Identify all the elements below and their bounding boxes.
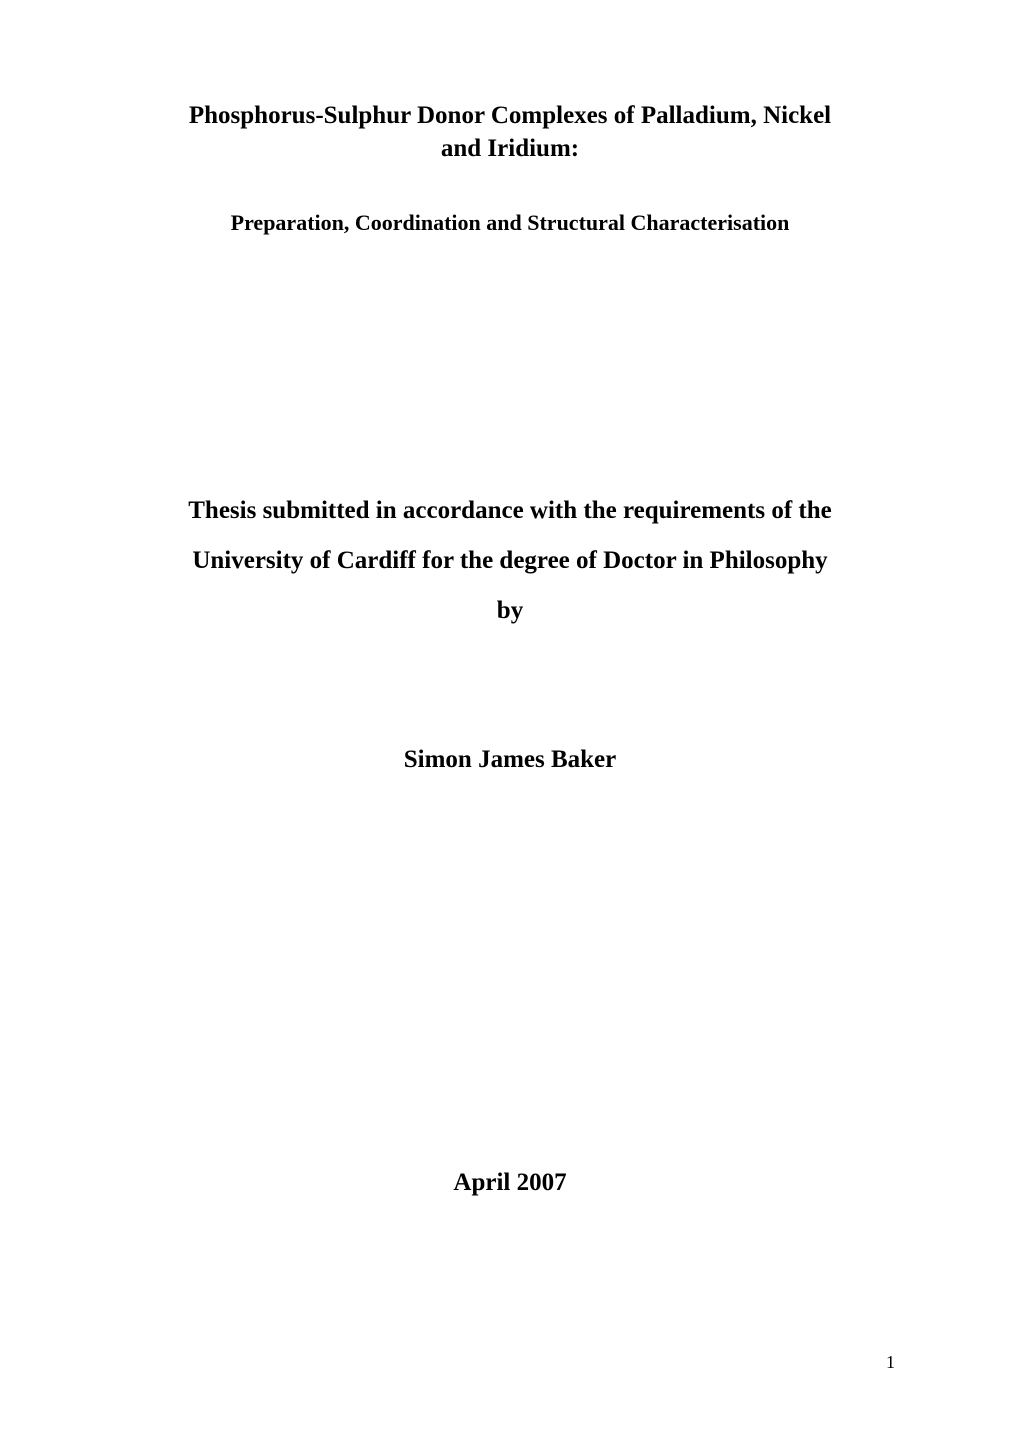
thesis-title-block: Phosphorus-Sulphur Donor Complexes of Pa…: [130, 100, 890, 165]
thesis-statement-block: Thesis submitted in accordance with the …: [130, 486, 890, 636]
date-block: April 2007: [130, 1169, 890, 1197]
thesis-statement-line-1: Thesis submitted in accordance with the …: [130, 486, 890, 536]
thesis-title-line-2: and Iridium:: [130, 133, 890, 166]
submission-date: April 2007: [130, 1169, 890, 1197]
thesis-subtitle: Preparation, Coordination and Structural…: [130, 210, 890, 236]
author-block: Simon James Baker: [130, 746, 890, 774]
thesis-statement-line-2: University of Cardiff for the degree of …: [130, 536, 890, 586]
thesis-subtitle-block: Preparation, Coordination and Structural…: [130, 210, 890, 236]
page-number: 1: [886, 1352, 895, 1373]
thesis-statement-line-3: by: [130, 586, 890, 636]
thesis-title-line-1: Phosphorus-Sulphur Donor Complexes of Pa…: [130, 100, 890, 133]
author-name: Simon James Baker: [130, 746, 890, 774]
